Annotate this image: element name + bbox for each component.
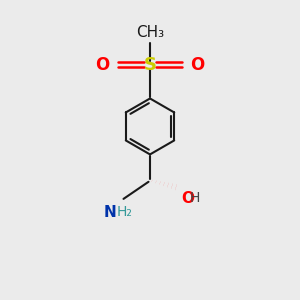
Text: CH₃: CH₃ <box>136 25 164 40</box>
Text: O: O <box>181 190 194 206</box>
Text: O: O <box>95 56 109 74</box>
Text: S: S <box>143 56 157 74</box>
Text: H: H <box>190 190 200 205</box>
Text: H₂: H₂ <box>116 205 132 219</box>
Text: N: N <box>103 205 116 220</box>
Text: O: O <box>190 56 205 74</box>
